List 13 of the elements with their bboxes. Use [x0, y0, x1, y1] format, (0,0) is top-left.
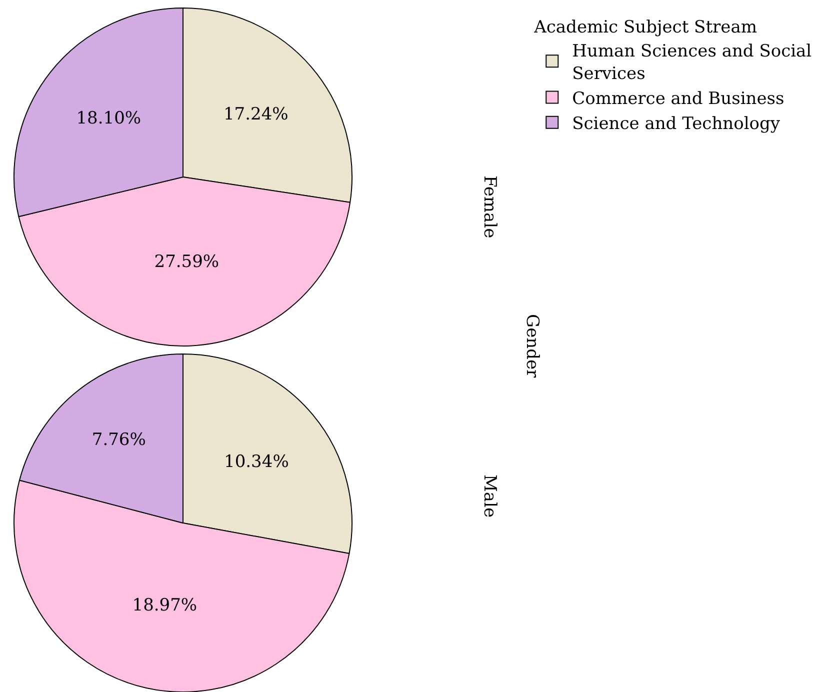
slice-label: Male — [480, 474, 500, 518]
data-label: 17.24% — [223, 104, 288, 124]
data-label: 10.34% — [224, 452, 289, 472]
data-label: 18.97% — [132, 595, 198, 616]
slice-label: Female — [480, 176, 500, 238]
legend-title: Academic Subject Stream — [533, 17, 757, 38]
data-label: 27.59% — [154, 252, 220, 272]
text: Gender — [522, 314, 542, 379]
legend-label: Commerce and Business — [572, 88, 784, 109]
legend-label: Human Sciences and Social Services — [572, 42, 812, 84]
data-label: 18.10% — [76, 108, 142, 128]
legend-label: Science and Technology — [572, 114, 780, 134]
data-label: 7.76% — [92, 430, 146, 450]
